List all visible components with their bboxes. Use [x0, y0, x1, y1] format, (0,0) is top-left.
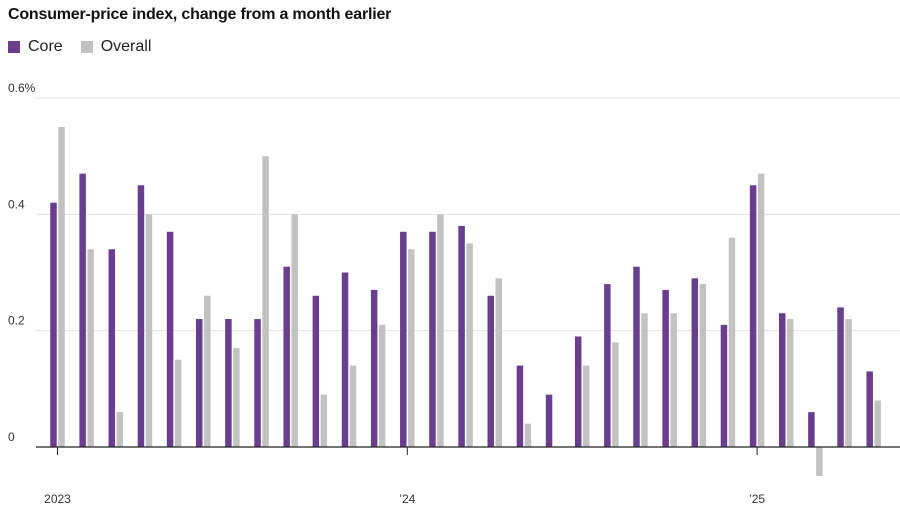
- bar-overall-2023-11: [349, 365, 357, 447]
- bar-overall-2024-02: [437, 214, 444, 447]
- bar-overall-2025-02: [787, 319, 794, 447]
- bar-core-2023-11: [341, 272, 349, 447]
- bar-overall-2024-07: [582, 365, 590, 447]
- x-tick-label: ’25: [749, 492, 765, 506]
- bars: [50, 127, 881, 477]
- bar-overall-2023-06: [204, 295, 211, 447]
- bar-overall-2025-04: [845, 319, 852, 447]
- bar-overall-2024-03: [466, 243, 473, 447]
- bar-overall-2023-08: [262, 156, 269, 448]
- legend: Core Overall: [8, 38, 169, 56]
- bar-core-2023-02: [79, 173, 86, 447]
- bar-overall-2025-05: [874, 400, 881, 447]
- bar-core-2025-04: [837, 307, 844, 447]
- bar-overall-2025-03: [816, 447, 823, 477]
- y-tick-label: 0: [8, 430, 15, 444]
- bar-overall-2023-03: [116, 412, 124, 447]
- x-tick-label: ’24: [399, 492, 415, 506]
- tick-labels: 0.6% 0.4 0.2 0 2023 ’24 ’25: [8, 81, 765, 506]
- bar-core-2024-04: [487, 295, 494, 447]
- bar-core-2024-06: [545, 394, 553, 447]
- bar-overall-2024-10: [670, 313, 677, 447]
- bar-core-2025-03: [808, 412, 815, 447]
- legend-swatch-core: [8, 41, 20, 53]
- legend-item-core: Core: [8, 38, 63, 56]
- x-tick-label: 2023: [44, 492, 71, 506]
- bar-overall-2024-01: [408, 249, 415, 447]
- legend-swatch-overall: [80, 41, 93, 53]
- bar-core-2023-04: [137, 185, 145, 447]
- bar-core-2023-07: [225, 319, 232, 447]
- bar-overall-2023-12: [378, 324, 386, 447]
- bar-core-2023-06: [196, 319, 203, 447]
- bar-core-2025-01: [749, 185, 757, 447]
- bar-overall-2023-02: [87, 249, 94, 447]
- bar-core-2024-03: [458, 225, 465, 447]
- bar-overall-2023-05: [174, 359, 182, 447]
- bar-overall-2023-10: [320, 394, 328, 447]
- bar-overall-2024-04: [495, 278, 502, 447]
- bar-core-2024-08: [604, 284, 611, 447]
- bar-core-2024-10: [662, 289, 669, 447]
- bar-overall-2023-01: [58, 127, 65, 447]
- bar-core-2023-05: [166, 231, 174, 447]
- bar-core-2024-12: [720, 324, 728, 447]
- bar-core-2024-07: [574, 336, 582, 447]
- bar-overall-2023-09: [291, 214, 298, 447]
- bar-core-2023-12: [370, 289, 378, 447]
- bar-core-2024-05: [516, 365, 524, 447]
- bar-core-2024-09: [633, 266, 640, 447]
- bar-core-2025-02: [779, 313, 786, 447]
- bar-core-2024-01: [400, 231, 407, 447]
- chart-title: Consumer-price index, change from a mont…: [8, 6, 392, 23]
- legend-label-overall: Overall: [100, 38, 152, 55]
- bar-core-2024-11: [691, 278, 699, 447]
- bar-core-2024-02: [429, 231, 436, 447]
- bar-core-2025-05: [866, 371, 873, 447]
- y-tick-label: 0.2: [8, 314, 25, 328]
- bar-overall-2025-01: [757, 173, 765, 447]
- bar-overall-2023-07: [233, 348, 240, 447]
- legend-item-overall: Overall: [80, 38, 152, 56]
- bar-overall-2024-11: [699, 284, 707, 447]
- legend-label-core: Core: [28, 38, 63, 55]
- bar-overall-2024-09: [641, 313, 648, 447]
- bar-core-2023-08: [254, 319, 261, 447]
- bar-overall-2024-05: [524, 423, 532, 447]
- bar-core-2023-10: [312, 295, 320, 447]
- y-tick-label: 0.4: [8, 197, 25, 211]
- bar-overall-2024-12: [728, 237, 736, 447]
- bar-overall-2024-08: [612, 342, 619, 447]
- bar-core-2023-03: [108, 249, 116, 447]
- bar-overall-2023-04: [145, 214, 153, 447]
- bar-core-2023-01: [50, 202, 57, 447]
- y-tick-label: 0.6%: [8, 81, 36, 95]
- x-axis: [36, 446, 900, 455]
- bar-core-2023-09: [283, 266, 290, 447]
